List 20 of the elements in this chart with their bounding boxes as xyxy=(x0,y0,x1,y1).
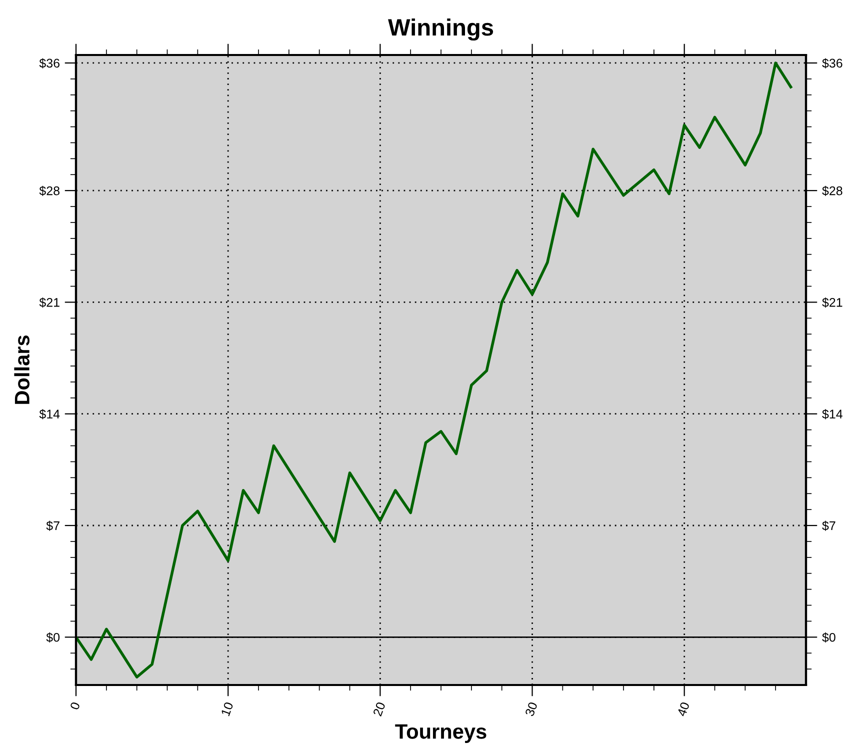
y-axis-title: Dollars xyxy=(14,336,30,404)
x-tick-label: 20 xyxy=(372,702,386,717)
y-tick-label: $36 xyxy=(39,58,60,68)
x-tick-label: 10 xyxy=(220,702,234,716)
y-tick-label: $21 xyxy=(39,297,60,308)
x-axis-title: Tourneys xyxy=(395,724,486,743)
y-tick-label: $0 xyxy=(46,632,60,643)
y-tick-label: $28 xyxy=(39,186,60,196)
y2-tick-label: $21 xyxy=(822,297,842,308)
y-tick-label: $7 xyxy=(46,520,60,531)
y2-tick-label: $36 xyxy=(822,58,842,68)
y2-tick-label: $28 xyxy=(822,186,842,196)
chart-title: Winnings xyxy=(388,18,494,41)
y-tick-label: $14 xyxy=(39,409,60,420)
x-tick-label: 40 xyxy=(676,702,690,717)
x-tick-label: 30 xyxy=(524,702,538,717)
y2-tick-label: $0 xyxy=(822,632,836,643)
y2-tick-label: $7 xyxy=(822,520,836,531)
y2-tick-label: $14 xyxy=(822,409,842,420)
x-tick-label: 0 xyxy=(70,702,80,710)
